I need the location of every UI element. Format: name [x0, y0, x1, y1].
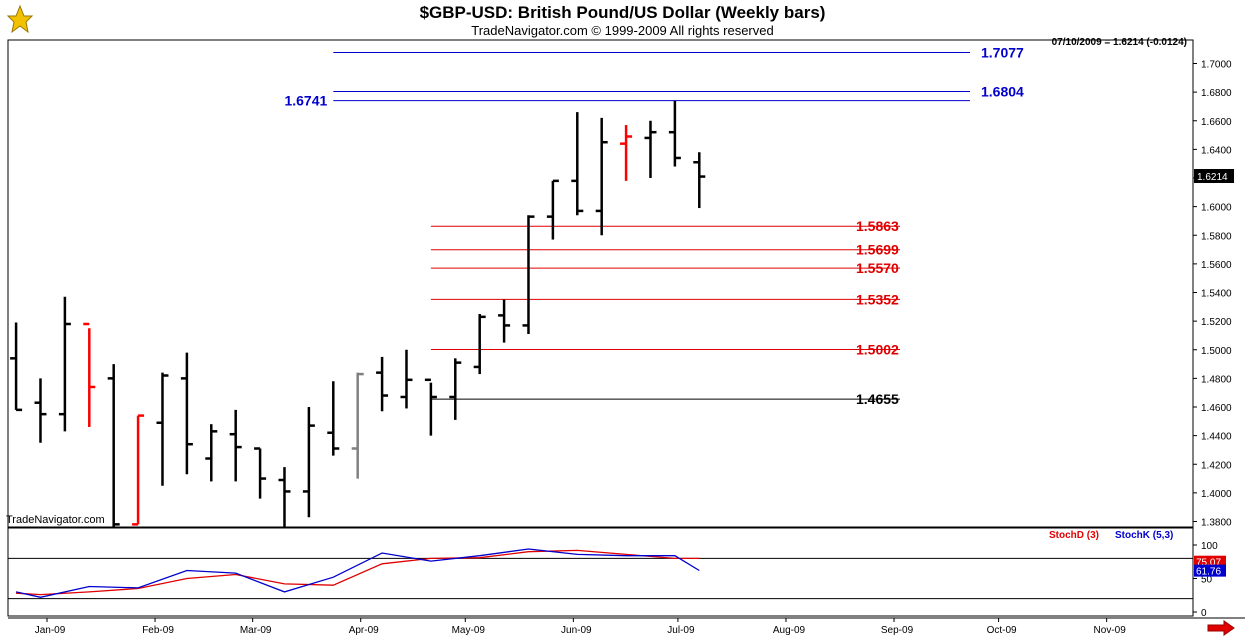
stochastic-tick-label: 100 — [1201, 541, 1218, 552]
y-tick-label: 1.6600 — [1201, 117, 1232, 128]
level-label: 1.5699 — [856, 242, 899, 258]
x-tick-label: Oct-09 — [987, 625, 1017, 636]
last-price-label: 1.6214 — [1197, 172, 1228, 183]
ohlc-bar — [473, 313, 486, 375]
stochastic-tick-label: 50 — [1201, 575, 1213, 586]
ohlc-bar — [107, 364, 120, 527]
stochastic-series-line — [15, 548, 700, 598]
x-tick-label: Nov-09 — [1094, 625, 1127, 636]
ohlc-bar — [10, 322, 23, 412]
price-panel-frame — [7, 39, 1194, 528]
legend-stochk: StochK (5,3) — [1115, 530, 1173, 541]
ohlc-bar — [180, 352, 193, 475]
y-tick-label: 1.5000 — [1201, 346, 1232, 357]
ohlc-bar — [522, 215, 535, 335]
x-tick-label: Jun-09 — [561, 625, 592, 636]
last-price-tag — [1194, 168, 1234, 183]
ohlc-bar — [595, 117, 608, 236]
x-tick-label: Apr-09 — [349, 625, 379, 636]
ohlc-bar — [351, 372, 364, 479]
ohlc-bar — [229, 409, 242, 482]
brand-watermark: TradeNavigator.com — [6, 514, 105, 526]
ohlc-bar — [668, 100, 681, 167]
x-tick-label: Sep-09 — [881, 625, 914, 636]
ohlc-bar — [620, 125, 633, 181]
ohlc-bar — [693, 152, 706, 209]
level-label: 1.5570 — [856, 260, 899, 276]
ohlc-bar — [327, 381, 340, 456]
ohlc-bar — [83, 322, 96, 428]
x-tick-label: Feb-09 — [142, 625, 174, 636]
y-tick-label: 1.5800 — [1201, 231, 1232, 242]
y-tick-label: 1.5400 — [1201, 289, 1232, 300]
y-tick-label: 1.6000 — [1201, 203, 1232, 214]
x-tick-label: Jan-09 — [35, 625, 66, 636]
level-label: 1.6741 — [284, 93, 327, 109]
scroll-right-arrow-icon[interactable] — [1206, 620, 1236, 636]
trade-navigator-logo-icon — [6, 4, 34, 34]
ohlc-bar — [376, 356, 389, 412]
y-tick-label: 1.5200 — [1201, 317, 1232, 328]
y-tick-label: 1.4800 — [1201, 374, 1232, 385]
ohlc-bar — [278, 467, 291, 527]
last-quote-readout: 07/10/2009 = 1.6214 (-0.0124) — [1051, 37, 1187, 48]
legend-stochd: StochD (3) — [1049, 530, 1099, 541]
ohlc-bar — [400, 349, 413, 409]
x-tick-label: Aug-09 — [773, 625, 806, 636]
level-label: 1.6804 — [981, 84, 1024, 100]
y-tick-label: 1.4000 — [1201, 489, 1232, 500]
ohlc-bar — [571, 112, 584, 216]
y-tick-label: 1.4400 — [1201, 432, 1232, 443]
stochastic-value-label: 75.07 — [1196, 558, 1221, 569]
y-tick-label: 1.6400 — [1201, 145, 1232, 156]
ohlc-bar — [644, 120, 657, 178]
ohlc-bar — [254, 447, 267, 499]
level-label: 1.7077 — [981, 44, 1024, 60]
stochastic-tick-label: 0 — [1201, 608, 1207, 619]
level-label: 1.4655 — [856, 391, 899, 407]
ohlc-bar — [156, 372, 169, 486]
ohlc-bar — [546, 179, 559, 240]
y-tick-label: 1.4600 — [1201, 403, 1232, 414]
stochastic-panel-frame — [7, 527, 1194, 617]
y-tick-label: 1.3800 — [1201, 518, 1232, 529]
chart-title: $GBP-USD: British Pound/US Dollar (Weekl… — [419, 3, 826, 22]
level-label: 1.5863 — [856, 218, 899, 234]
price-plot-area — [10, 51, 970, 527]
y-tick-label: 1.7000 — [1201, 60, 1232, 71]
x-tick-label: Jul-09 — [667, 625, 695, 636]
y-tick-label: 1.6800 — [1201, 88, 1232, 99]
ohlc-bar — [498, 299, 511, 343]
y-tick-label: 1.4200 — [1201, 460, 1232, 471]
x-tick-label: Mar-09 — [240, 625, 272, 636]
ohlc-bar — [302, 407, 315, 518]
level-label: 1.5352 — [856, 291, 899, 307]
stochastic-series-line — [16, 549, 700, 596]
stochastic-value-label: 61.76 — [1196, 567, 1221, 578]
x-tick-label: May-09 — [452, 625, 486, 636]
ohlc-bar — [424, 378, 437, 436]
chart-subtitle: TradeNavigator.com © 1999-2009 All right… — [471, 23, 774, 38]
stochastic-value-tag — [1194, 564, 1226, 577]
ohlc-bar — [58, 296, 71, 432]
ohlc-bar — [449, 358, 462, 420]
y-tick-label: 1.5600 — [1201, 260, 1232, 271]
ohlc-bar — [34, 378, 47, 443]
level-label: 1.5002 — [856, 341, 899, 357]
ohlc-bar — [132, 414, 145, 526]
ohlc-bar — [205, 424, 218, 482]
